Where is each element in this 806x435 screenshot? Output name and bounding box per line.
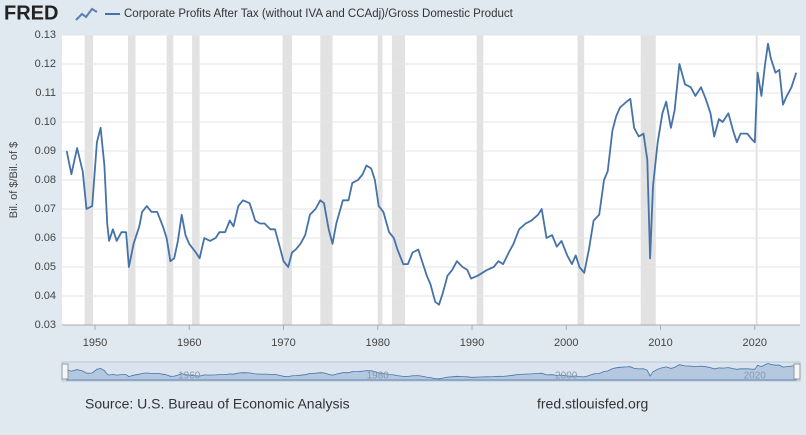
source: Source: U.S. Bureau of Economic Analysis	[85, 396, 350, 412]
y-tick-label: 0.11	[35, 87, 56, 99]
y-tick-label: 0.12	[35, 58, 56, 70]
navigator-tick-label: 1960	[178, 371, 201, 382]
x-tick-label: 1990	[460, 337, 484, 349]
x-tick-label: 2000	[554, 337, 578, 349]
x-tick-label: 1970	[271, 337, 295, 349]
navigator-tick-label: 1980	[367, 371, 390, 382]
legend-label: Corporate Profits After Tax (without IVA…	[124, 8, 514, 20]
y-tick-label: 0.07	[35, 203, 56, 215]
y-tick-label: 0.03	[35, 319, 56, 331]
y-axis-label: Bil. of $/Bil. of $	[8, 142, 20, 218]
x-tick-label: 2010	[648, 337, 672, 349]
y-tick-label: 0.08	[35, 174, 56, 186]
x-tick-label: 2020	[743, 337, 767, 349]
x-tick-label: 1980	[366, 337, 390, 349]
y-tick-label: 0.09	[35, 145, 56, 157]
y-tick-label: 0.10	[35, 116, 56, 128]
y-tick-label: 0.05	[35, 261, 56, 273]
navigator-series: 1960 1980 2000 2020	[66, 363, 797, 382]
y-tick-label: 0.06	[35, 232, 56, 244]
x-tick-label: 1960	[177, 337, 201, 349]
brand-logo: FRED	[4, 2, 58, 24]
navigator-handle-left[interactable]	[61, 363, 69, 380]
series-line	[65, 42, 798, 306]
navigator-tick-label: 2000	[555, 371, 578, 382]
logo-icon	[75, 7, 98, 21]
x-tick-label: 1950	[83, 337, 107, 349]
y-tick-label: 0.04	[35, 290, 56, 302]
navigator-tick-label: 2020	[744, 371, 767, 382]
navigator-handle-right[interactable]	[793, 363, 801, 380]
y-tick-label: 0.13	[35, 29, 56, 41]
site: fred.stlouisfed.org	[537, 396, 648, 412]
navigator-area	[66, 363, 797, 381]
